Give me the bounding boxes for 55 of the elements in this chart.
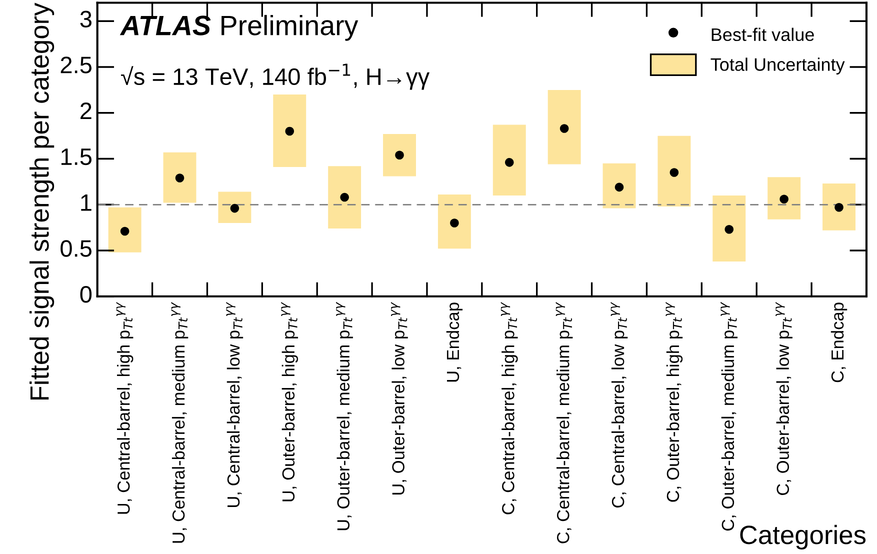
x-tick-label: U, Outer-barrel, high p$_{Tt}$$^{γγ}$ — [281, 302, 298, 502]
legend-label: Best-fit value — [712, 28, 814, 42]
annotation: ATLAS — [120, 16, 211, 36]
bar — [328, 166, 362, 228]
y-tick-label: 1.5 — [61, 148, 92, 166]
bar — [712, 195, 746, 262]
y-tick-label: 0 — [80, 286, 92, 303]
point — [670, 168, 679, 177]
point — [560, 124, 569, 133]
bar — [218, 192, 252, 223]
point — [780, 194, 788, 204]
bar — [768, 177, 801, 220]
point — [340, 192, 349, 202]
point — [450, 218, 459, 228]
y-tick-label: 1 — [81, 194, 92, 211]
x-tick-label: U, Central-barrel, low p$_{Tt}$$^{γγ}$ — [226, 302, 244, 508]
point — [395, 150, 404, 160]
point — [175, 174, 184, 182]
x-tick-label: U, Central-barrel, high p$_{Tt}$$^{γγ}$ — [116, 302, 134, 514]
bar — [548, 90, 581, 164]
bar — [273, 94, 306, 168]
bar — [163, 152, 196, 203]
point — [504, 158, 514, 167]
legend-label: Total Uncertainty — [710, 58, 845, 74]
x-tick-label: C, Outer-barrel, medium p$_{Tt}$$^{γγ}$ — [720, 302, 738, 531]
x-tick-label: C, Central-barrel, high p$_{Tt}$$^{γγ}$ — [500, 302, 518, 514]
bar — [383, 134, 416, 176]
point — [614, 182, 624, 192]
x-tick-label: C, Endcap — [830, 302, 848, 382]
bar — [492, 124, 526, 196]
point — [285, 126, 294, 136]
x-tick-label: C, Outer-barrel, high p$_{Tt}$$^{γγ}$ — [666, 302, 683, 502]
x-axis-title: Categories — [740, 524, 866, 550]
bar — [108, 207, 142, 252]
y-tick-label: 3 — [80, 10, 92, 28]
bar — [438, 194, 471, 249]
y-axis-title: Fitted signal strength per category — [30, 2, 54, 400]
x-tick-label: U, Central-barrel, medium p$_{Tt}$$^{γγ}$ — [171, 302, 188, 543]
x-tick-label: C, Outer-barrel, low p$_{Tt}$$^{γγ}$ — [776, 302, 792, 495]
bar — [822, 184, 856, 230]
point — [120, 226, 130, 236]
point — [834, 202, 844, 212]
y-tick-label: 2.5 — [60, 56, 92, 74]
x-tick-label: U, Outer-barrel, low p$_{Tt}$$^{γγ}$ — [391, 302, 408, 495]
point — [724, 225, 734, 234]
x-tick-label: U, Outer-barrel, medium p$_{Tt}$$^{γγ}$ — [336, 302, 353, 530]
x-tick-label: U, Endcap — [446, 302, 463, 382]
annotation: Preliminary — [222, 14, 358, 41]
bar — [658, 136, 691, 206]
annotation: √s = 13 TeV, 140 fb$^{−1}$, H→γγ — [121, 64, 430, 90]
bar — [602, 163, 636, 208]
x-tick-label: C, Central-barrel, medium p$_{Tt}$$^{γγ}$ — [556, 302, 573, 544]
y-tick-label: 0.5 — [60, 240, 92, 257]
x-tick-label: C, Central-barrel, low p$_{Tt}$$^{γγ}$ — [610, 302, 628, 508]
y-tick-label: 2 — [80, 102, 92, 119]
